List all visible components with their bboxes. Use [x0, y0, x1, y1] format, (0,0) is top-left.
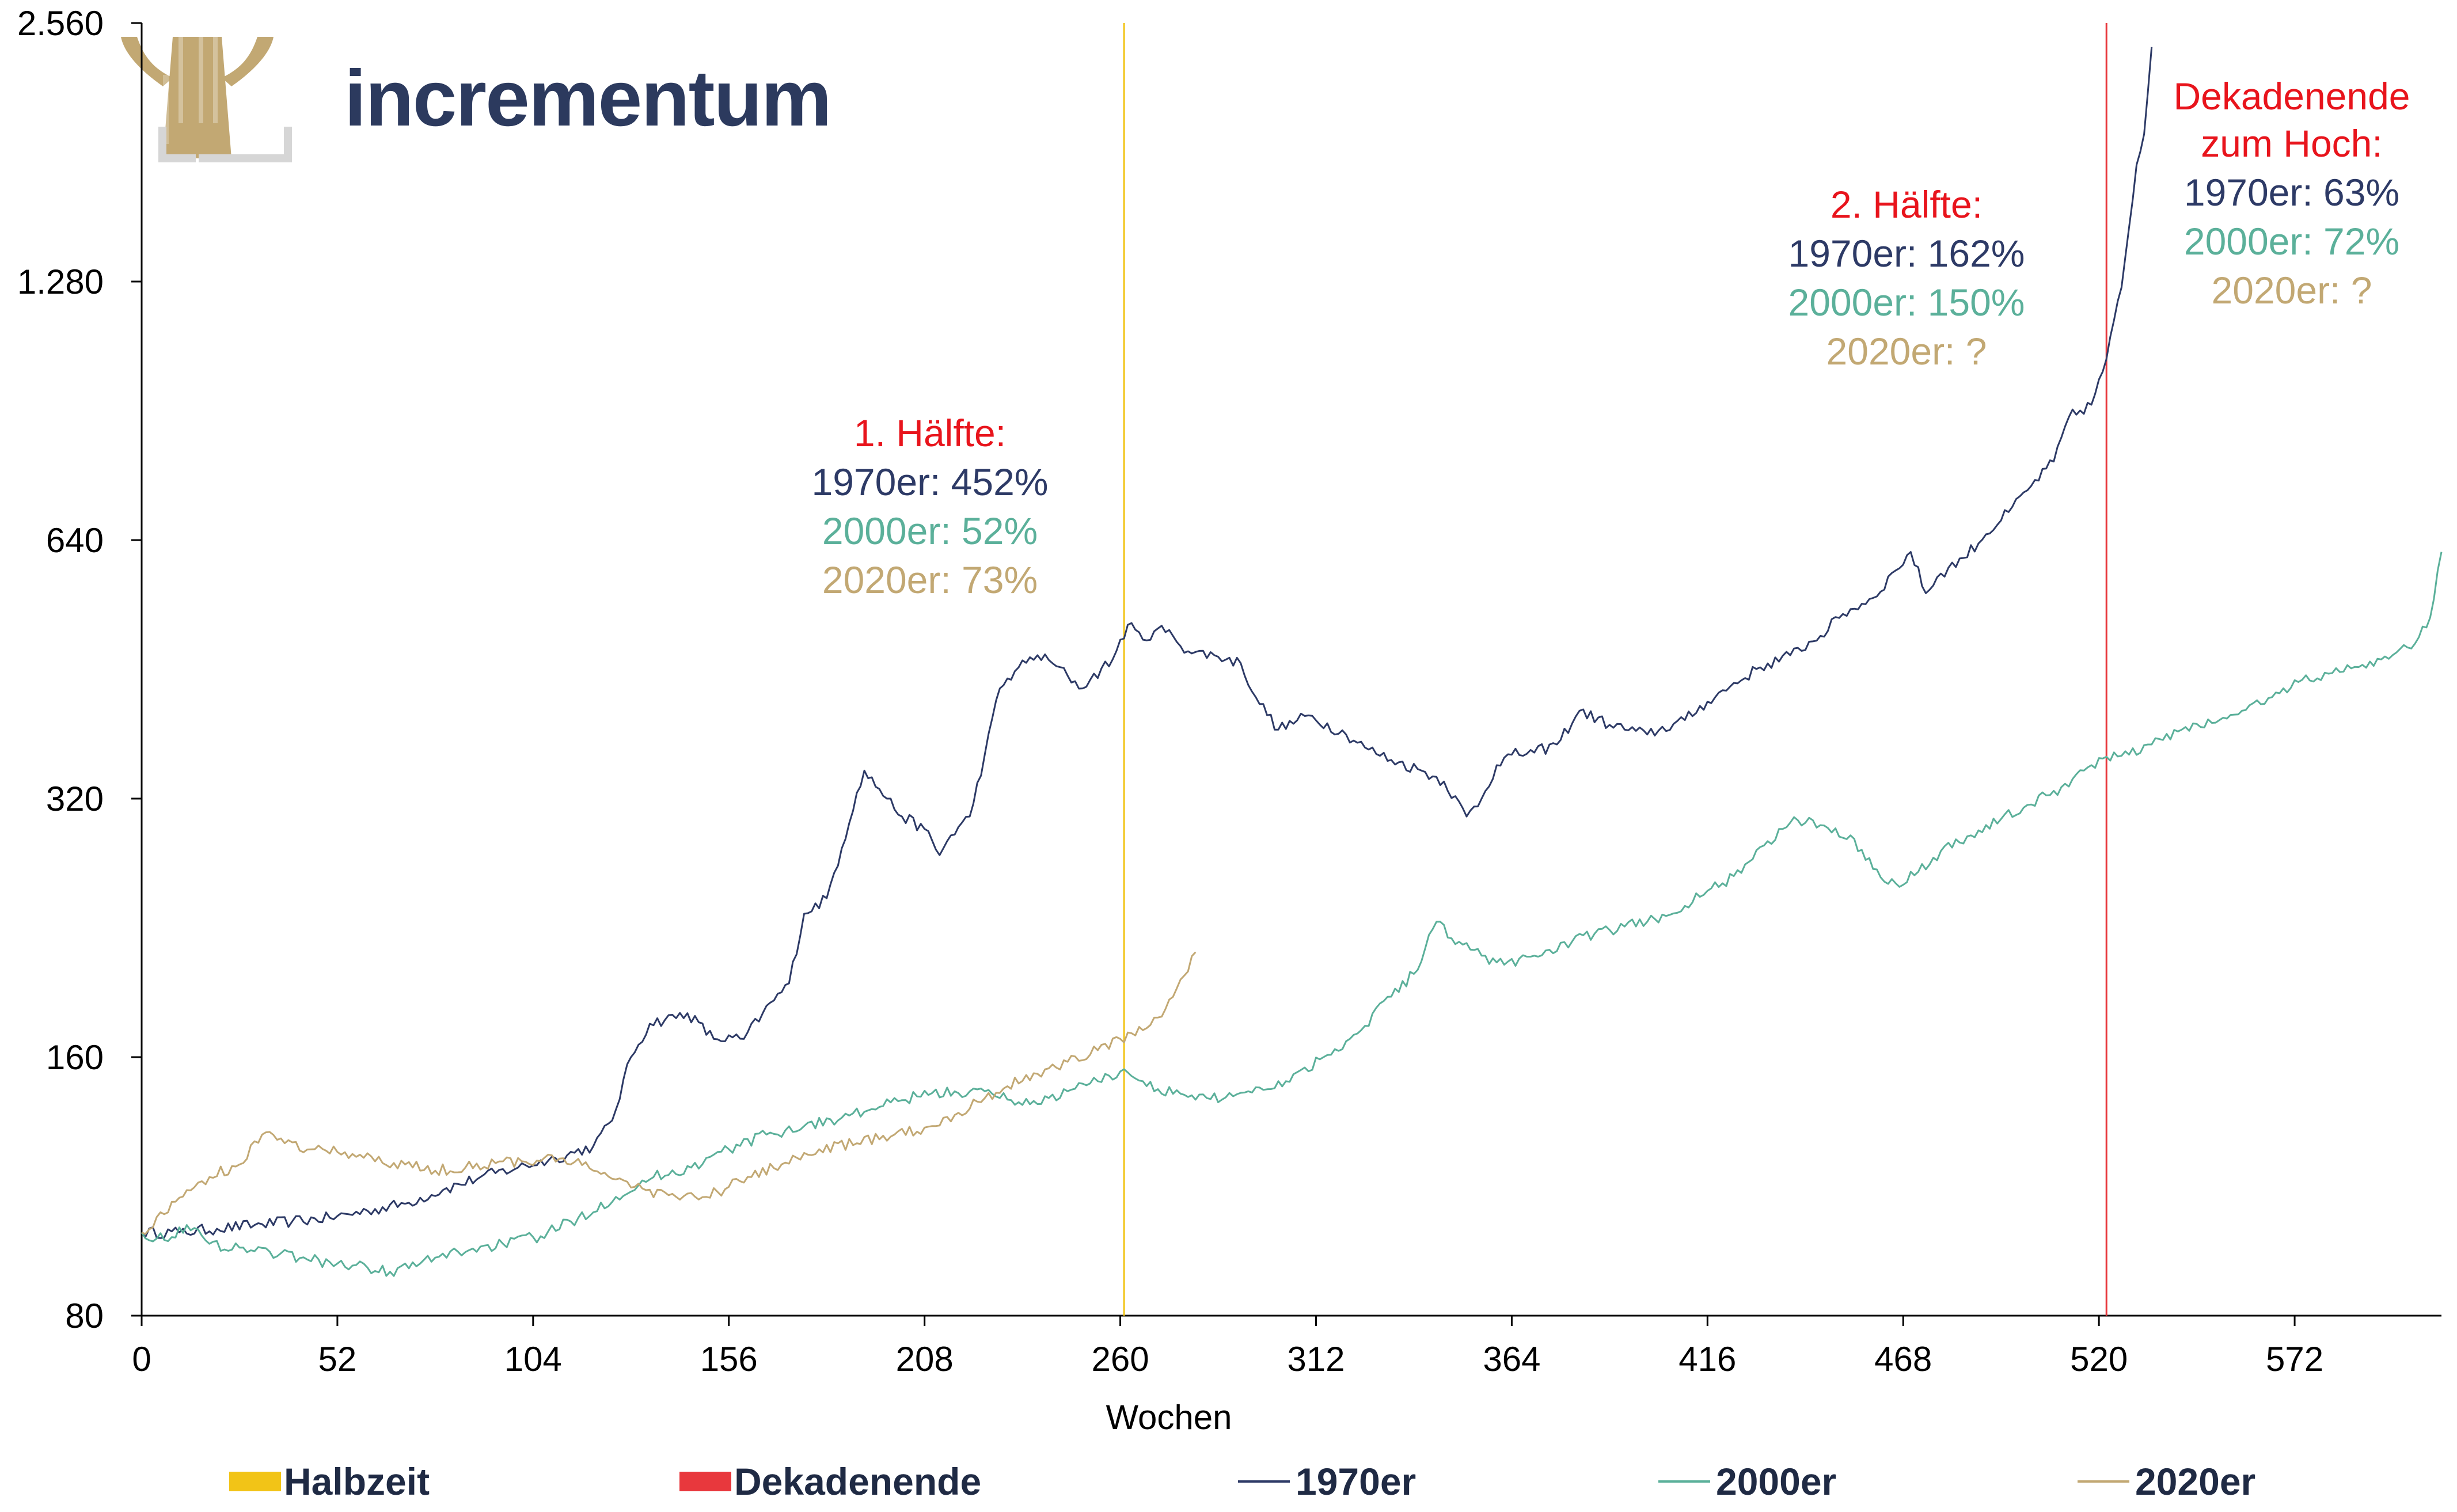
legend-swatch [229, 1472, 281, 1491]
series-line-2020er [141, 951, 1197, 1235]
annotation-title: Dekadenende [2173, 75, 2410, 117]
annotation-1970: 1970er: 452% [812, 461, 1049, 503]
x-tick-label: 468 [1874, 1340, 1932, 1378]
x-ticks: 0 52 104 156 208 260 312 364 416 468 520 572 [132, 1316, 2323, 1378]
annotation-1970: 1970er: 162% [1788, 232, 2025, 275]
y-ticks: 80 160 320 640 1.280 2.560 [17, 4, 142, 1335]
annotation-title: 2. Hälfte: [1831, 183, 1983, 226]
y-tick-label: 320 [46, 780, 104, 818]
x-axis-label: Wochen [1106, 1398, 1232, 1437]
x-tick-label: 0 [132, 1340, 151, 1378]
tree-icon [121, 37, 292, 162]
x-tick-label: 364 [1483, 1340, 1540, 1378]
legend-item-1970er: 1970er [1238, 1460, 1416, 1503]
x-tick-label: 208 [896, 1340, 954, 1378]
legend-item-2000er: 2000er [1658, 1460, 1836, 1503]
x-tick-label: 104 [504, 1340, 562, 1378]
annotation-2000: 2000er: 72% [2184, 220, 2399, 263]
legend-label: 2020er [2135, 1460, 2255, 1503]
annotation-title: 1. Hälfte: [854, 412, 1006, 454]
annotation-second-half: 2. Hälfte: 1970er: 162% 2000er: 150% 202… [1788, 183, 2025, 373]
legend-swatch [679, 1472, 731, 1491]
legend-item-dekadenende: Dekadenende [679, 1460, 981, 1503]
annotation-decade-end: Dekadenende zum Hoch: 1970er: 63% 2000er… [2173, 75, 2410, 311]
y-tick-label: 160 [46, 1038, 104, 1077]
logo: incrementum [121, 37, 832, 162]
y-tick-label: 1.280 [17, 263, 104, 301]
legend-label: Dekadenende [734, 1460, 981, 1503]
x-tick-label: 260 [1092, 1340, 1149, 1378]
series-line-2000er [140, 552, 2443, 1277]
y-tick-label: 2.560 [17, 4, 104, 43]
series-line-1970er [140, 47, 2153, 1239]
x-tick-label: 52 [318, 1340, 357, 1378]
legend-label: Halbzeit [284, 1460, 430, 1503]
annotation-1970: 1970er: 63% [2184, 171, 2399, 214]
series-lines [140, 47, 2443, 1277]
legend-label: 1970er [1296, 1460, 1416, 1503]
legend: Halbzeit Dekadenende 1970er 2000er 2020e… [229, 1460, 2255, 1503]
x-tick-label: 520 [2070, 1340, 2128, 1378]
legend-label: 2000er [1716, 1460, 1836, 1503]
logo-text: incrementum [344, 54, 831, 143]
y-tick-label: 80 [65, 1297, 104, 1335]
annotation-first-half: 1. Hälfte: 1970er: 452% 2000er: 52% 2020… [812, 412, 1049, 601]
annotation-2000: 2000er: 52% [822, 510, 1038, 552]
x-tick-label: 156 [700, 1340, 758, 1378]
vertical-markers [1123, 23, 2107, 1316]
legend-item-2020er: 2020er [2078, 1460, 2255, 1503]
x-tick-label: 416 [1678, 1340, 1736, 1378]
axes [140, 23, 2441, 1317]
x-tick-label: 572 [2266, 1340, 2323, 1378]
y-tick-label: 640 [46, 521, 104, 560]
x-tick-label: 312 [1287, 1340, 1345, 1378]
annotation-title-2: zum Hoch: [2201, 122, 2382, 165]
annotation-2020: 2020er: ? [1826, 330, 1987, 373]
annotation-2020: 2020er: 73% [822, 559, 1038, 601]
legend-item-halbzeit: Halbzeit [229, 1460, 430, 1503]
annotation-2000: 2000er: 150% [1788, 281, 2025, 324]
annotation-2020: 2020er: ? [2212, 269, 2372, 311]
